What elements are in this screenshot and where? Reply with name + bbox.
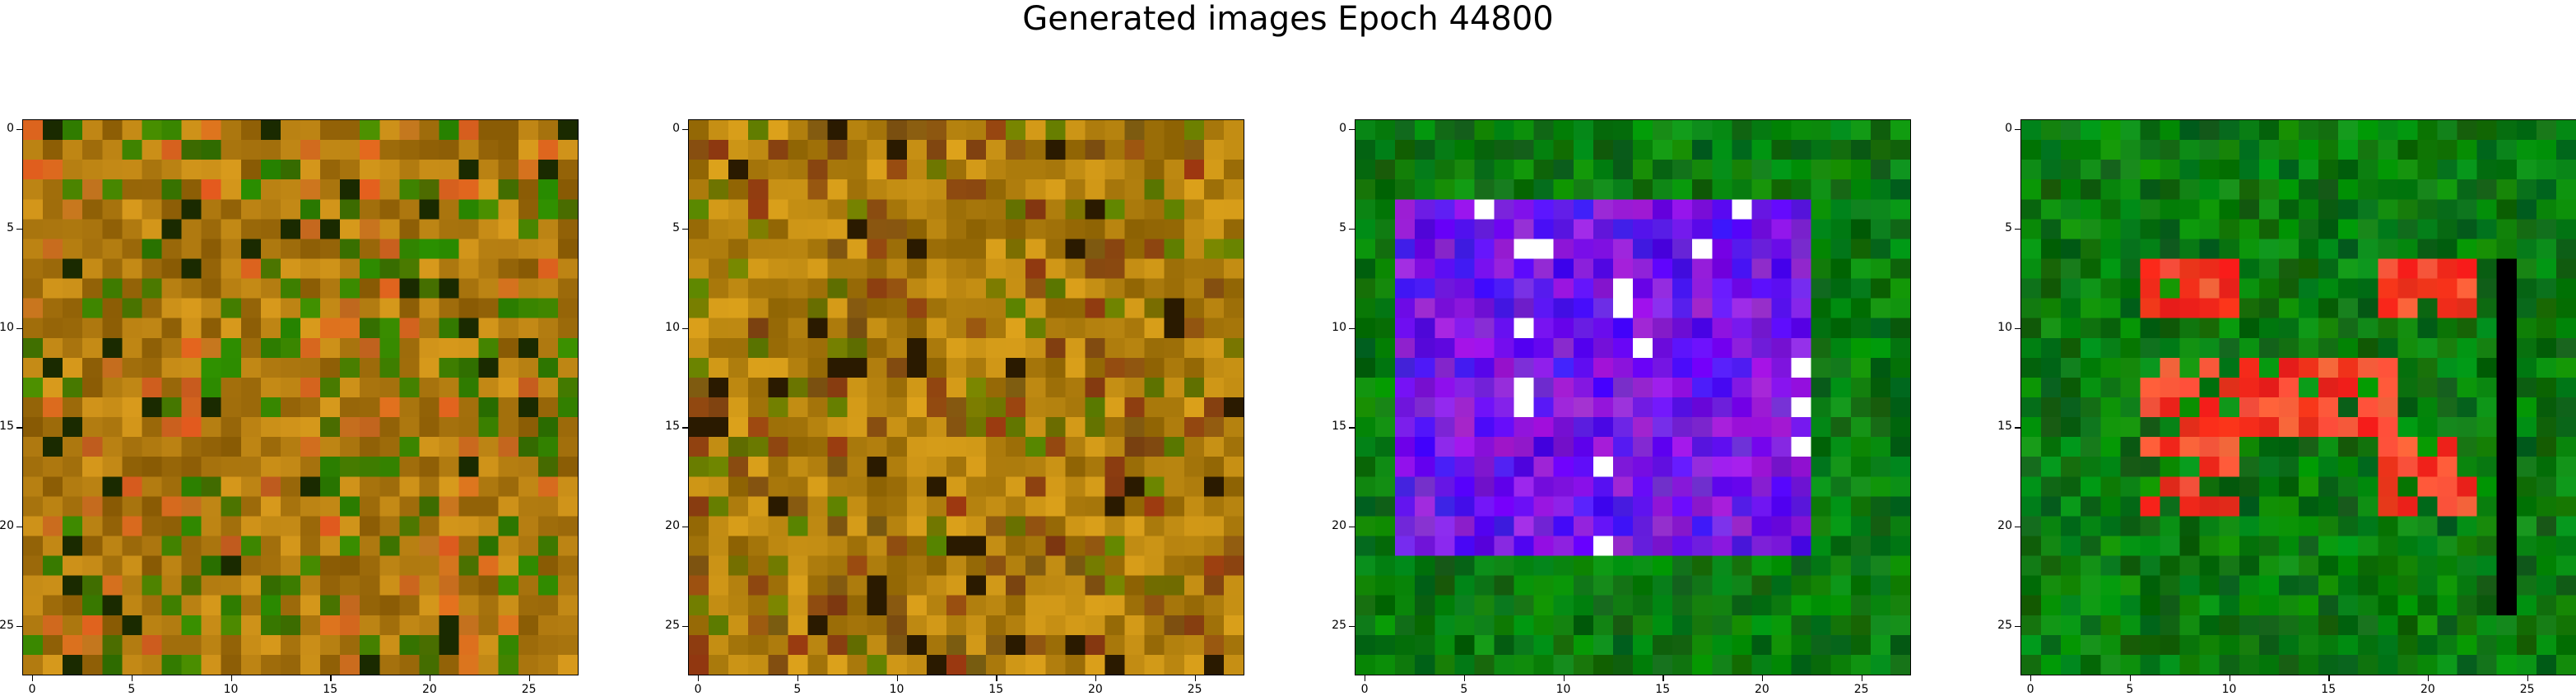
y-tick-mark xyxy=(1349,129,1355,131)
y-tick-mark xyxy=(1349,427,1355,429)
y-tick-label: 0 xyxy=(672,122,680,136)
x-tick-mark xyxy=(1463,675,1466,681)
y-tick-label: 0 xyxy=(2005,122,2012,136)
x-tick-mark xyxy=(2129,675,2132,681)
x-tick-label: 20 xyxy=(1088,683,1103,696)
y-tick-mark xyxy=(16,327,22,329)
y-tick-label: 5 xyxy=(672,220,680,234)
x-tick-label: 20 xyxy=(2420,683,2435,696)
y-tick-label: 5 xyxy=(7,220,14,234)
y-tick-mark xyxy=(682,129,688,131)
x-tick-mark xyxy=(2427,675,2430,681)
image-pixels xyxy=(23,120,578,675)
x-tick-mark xyxy=(131,675,133,681)
generated-image-3 xyxy=(1355,119,1911,675)
y-tick-mark xyxy=(682,228,688,230)
y-tick-mark xyxy=(2015,427,2020,429)
x-tick-label: 20 xyxy=(1755,683,1769,696)
image-pixels xyxy=(2021,120,2576,675)
x-tick-mark xyxy=(698,675,700,681)
y-tick-label: 15 xyxy=(1997,420,2012,434)
x-tick-mark xyxy=(32,675,34,681)
x-tick-mark xyxy=(797,675,799,681)
x-tick-label: 0 xyxy=(2026,683,2034,696)
y-tick-label: 20 xyxy=(1332,518,1346,532)
y-tick-label: 20 xyxy=(665,518,680,532)
y-tick-mark xyxy=(1349,625,1355,627)
x-tick-label: 15 xyxy=(988,683,1004,696)
y-tick-label: 5 xyxy=(2005,220,2012,234)
x-tick-mark xyxy=(1761,675,1764,681)
y-tick-mark xyxy=(16,129,22,131)
x-tick-mark xyxy=(2328,675,2330,681)
x-tick-label: 10 xyxy=(2221,683,2237,696)
y-tick-mark xyxy=(682,427,688,429)
figure-title: Generated images Epoch 44800 xyxy=(1022,0,1554,38)
x-tick-label: 0 xyxy=(1360,683,1369,696)
y-tick-label: 25 xyxy=(1332,618,1346,632)
x-tick-label: 25 xyxy=(521,683,537,696)
y-tick-label: 10 xyxy=(1997,320,2012,334)
x-tick-label: 0 xyxy=(28,683,36,696)
y-tick-mark xyxy=(2015,228,2020,230)
x-tick-label: 5 xyxy=(128,683,136,696)
x-tick-label: 15 xyxy=(2321,683,2337,696)
y-tick-label: 15 xyxy=(1332,420,1346,434)
x-tick-mark xyxy=(1194,675,1196,681)
x-tick-label: 15 xyxy=(323,683,338,696)
y-tick-mark xyxy=(16,228,22,230)
y-tick-label: 25 xyxy=(665,618,680,632)
x-tick-label: 25 xyxy=(2519,683,2535,696)
x-tick-mark xyxy=(2030,675,2032,681)
x-tick-label: 0 xyxy=(694,683,702,696)
x-tick-mark xyxy=(528,675,530,681)
y-tick-mark xyxy=(682,327,688,329)
x-tick-label: 25 xyxy=(1187,683,1202,696)
x-tick-label: 10 xyxy=(889,683,904,696)
x-tick-label: 15 xyxy=(1655,683,1671,696)
x-tick-mark xyxy=(996,675,997,681)
y-tick-label: 0 xyxy=(1339,122,1346,136)
generated-image-2 xyxy=(688,119,1244,675)
x-tick-label: 10 xyxy=(223,683,239,696)
y-tick-mark xyxy=(1349,228,1355,230)
image-pixels xyxy=(689,120,1244,675)
x-tick-label: 25 xyxy=(1853,683,1869,696)
y-tick-mark xyxy=(2015,129,2020,131)
x-tick-label: 10 xyxy=(1555,683,1571,696)
generated-image-4 xyxy=(2020,119,2576,675)
x-tick-label: 5 xyxy=(1460,683,1468,696)
x-tick-label: 20 xyxy=(422,683,437,696)
x-tick-mark xyxy=(230,675,232,681)
y-tick-label: 0 xyxy=(7,122,14,136)
y-tick-label: 20 xyxy=(1997,518,2012,532)
generated-image-1 xyxy=(22,119,579,675)
x-tick-label: 5 xyxy=(793,683,802,696)
y-tick-label: 25 xyxy=(1997,618,2012,632)
y-tick-label: 5 xyxy=(1339,220,1346,234)
y-tick-mark xyxy=(2015,327,2020,329)
y-tick-mark xyxy=(16,427,22,429)
image-pixels xyxy=(1355,120,1910,675)
y-tick-label: 10 xyxy=(665,320,680,334)
y-tick-mark xyxy=(682,625,688,627)
x-tick-mark xyxy=(1662,675,1664,681)
y-tick-label: 10 xyxy=(0,320,14,334)
y-tick-label: 15 xyxy=(0,420,14,434)
x-tick-mark xyxy=(2527,675,2528,681)
y-tick-label: 10 xyxy=(1332,320,1346,334)
x-tick-mark xyxy=(330,675,332,681)
x-tick-label: 5 xyxy=(2126,683,2134,696)
y-tick-label: 25 xyxy=(0,618,14,632)
y-tick-mark xyxy=(16,625,22,627)
y-tick-label: 15 xyxy=(665,420,680,434)
x-tick-mark xyxy=(1563,675,1565,681)
y-tick-mark xyxy=(2015,625,2020,627)
y-tick-label: 20 xyxy=(0,518,14,532)
x-tick-mark xyxy=(1095,675,1097,681)
x-tick-mark xyxy=(896,675,898,681)
y-tick-mark xyxy=(1349,327,1355,329)
